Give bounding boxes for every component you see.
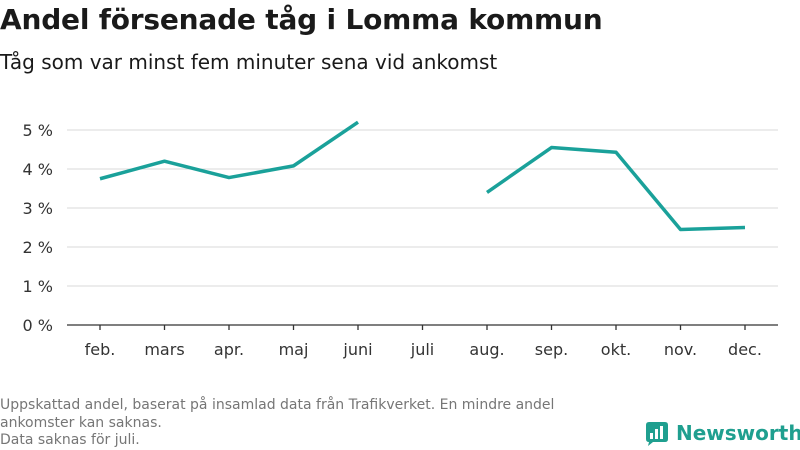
x-tick-label: apr.	[214, 340, 244, 359]
y-tick-label: 5 %	[23, 121, 53, 140]
x-tick-label: nov.	[664, 340, 697, 359]
y-tick-label: 2 %	[23, 238, 53, 257]
line-chart: 0 % 1 % 2 % 3 % 4 % 5 % feb. mars apr. maj juni jul…	[23, 120, 778, 359]
newsworthy-logo: Newsworthy	[644, 420, 800, 446]
series-line	[99, 120, 359, 181]
logo-text: Newsworthy	[676, 421, 800, 445]
chart-title: Andel försenade tåg i Lomma kommun	[0, 3, 603, 36]
x-tick-label: juli	[410, 340, 434, 359]
x-tick-label: feb.	[85, 340, 116, 359]
x-tick-label: okt.	[601, 340, 631, 359]
y-tick-label: 0 %	[23, 316, 53, 335]
y-tick-label: 4 %	[23, 160, 53, 179]
y-tick-label: 1 %	[23, 277, 53, 296]
x-tick-label: mars	[144, 340, 184, 359]
footer-missing-data-note: Data saknas för juli.	[0, 432, 140, 448]
y-tick-label: 3 %	[23, 199, 53, 218]
x-tick-label: sep.	[535, 340, 568, 359]
footer-note: Uppskattad andel, baserat på insamlad da…	[0, 397, 555, 431]
x-tick-label: dec.	[728, 340, 762, 359]
x-tick-label: aug.	[469, 340, 504, 359]
x-tick-label: juni	[342, 340, 372, 359]
newsworthy-logo-icon	[646, 422, 668, 446]
x-tick-label: maj	[279, 340, 309, 359]
chart-footer: Uppskattad andel, baserat på insamlad da…	[0, 397, 620, 450]
chart-subtitle: Tåg som var minst fem minuter sena vid a…	[0, 50, 498, 74]
series-line	[486, 145, 746, 232]
